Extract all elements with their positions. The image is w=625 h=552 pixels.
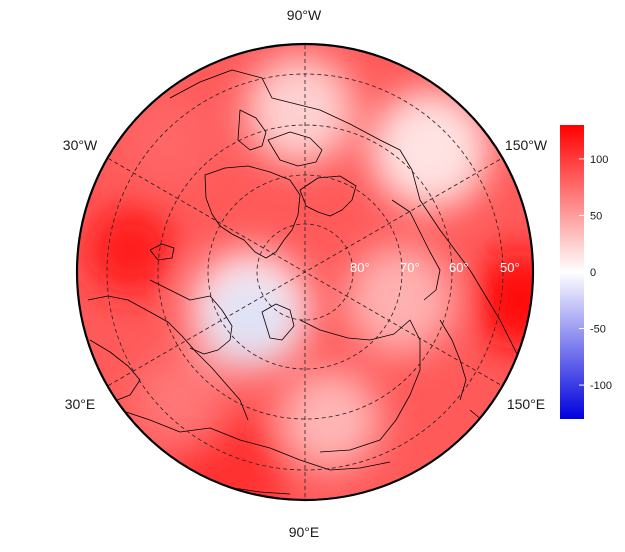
colorbar-tick-label: 100 [590, 154, 608, 166]
field-midpatch-northwest [125, 95, 215, 185]
field-midpatch-southwest [135, 355, 225, 445]
colorbar-tick-label: -50 [590, 324, 606, 336]
field-highpatch-west [85, 205, 175, 295]
latitude-label-60: 60° [449, 260, 469, 275]
longitude-label-150w: 150°W [505, 137, 548, 153]
colorbar: 100 50 0 -50 -100 [560, 125, 612, 419]
latitude-label-50: 50° [500, 260, 520, 275]
field-lowpatch-northeast [370, 90, 490, 210]
coast-kamchatka [439, 319, 467, 401]
colorbar-tick-label: -100 [590, 380, 612, 392]
coast-alaska [391, 199, 441, 301]
field-layer [78, 45, 532, 499]
coast-greenland [204, 165, 301, 259]
coast-scandinavia [149, 279, 233, 355]
colorbar-ticks: 100 50 0 -50 -100 [579, 154, 612, 392]
latitude-label-80: 80° [350, 260, 370, 275]
field-lowpatch-center [345, 245, 455, 355]
coast-europe-borders [89, 339, 141, 403]
coastlines [87, 69, 521, 495]
field-lowpatch-north [245, 55, 355, 165]
latitude-circle-60 [157, 124, 453, 420]
coast-asia-interior [119, 409, 391, 471]
coast-europe [87, 295, 249, 421]
longitude-label-30e: 30°E [65, 396, 96, 412]
latitude-circle-80 [256, 223, 354, 321]
longitude-label-90e: 90°E [289, 524, 320, 540]
longitude-labels: 90°W 150°W 150°E 90°E 30°E 30°W [63, 7, 548, 540]
coast-novaya-zemlya [261, 303, 295, 341]
longitude-label-30w: 30°W [63, 137, 98, 153]
coast-north-america [169, 69, 521, 361]
coast-siberia [299, 319, 421, 453]
colorbar-tick-label: 50 [590, 210, 602, 222]
coast-baffin [267, 131, 323, 167]
map-boundary [75, 42, 535, 502]
field-highpatch-east [470, 250, 532, 350]
meridian-30e-150w [108, 158, 502, 386]
longitude-label-150e: 150°E [507, 396, 545, 412]
latitude-label-70: 70° [400, 260, 420, 275]
colorbar-tick-label: 0 [590, 267, 596, 279]
coast-iceland [149, 243, 175, 261]
field-midpatch-south [280, 370, 380, 470]
coast-canadian-arctic [299, 175, 357, 217]
latitude-circle-70 [207, 174, 403, 370]
latitude-labels: 80° 70° 60° 50° [350, 260, 520, 275]
coast-hudson-bay [237, 109, 267, 151]
longitude-label-90w: 90°W [287, 7, 322, 23]
